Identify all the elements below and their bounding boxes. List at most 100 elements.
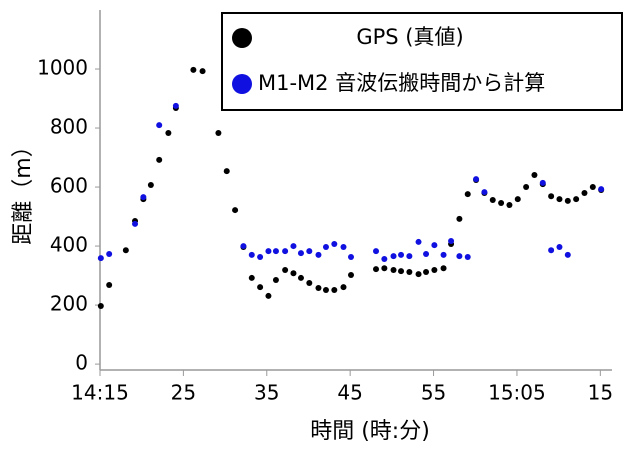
point <box>573 196 580 203</box>
x-tick-label: 35 <box>254 381 279 405</box>
point <box>257 253 264 260</box>
y-axis-label: 距離（m） <box>11 135 36 244</box>
point <box>122 247 129 254</box>
legend-label: GPS (真値) <box>356 25 463 49</box>
point <box>373 266 380 273</box>
point <box>290 243 297 250</box>
point <box>331 287 338 294</box>
point <box>489 197 496 204</box>
x-tick-label: 55 <box>421 381 446 405</box>
point <box>306 248 313 255</box>
point <box>272 277 279 283</box>
point <box>340 284 347 291</box>
point <box>423 269 430 276</box>
point <box>322 287 329 294</box>
point <box>440 265 447 272</box>
point <box>456 215 463 222</box>
point <box>257 284 264 291</box>
point <box>232 207 239 214</box>
x-tick-label: 14:15 <box>71 381 129 405</box>
point <box>248 251 255 258</box>
point <box>398 251 405 258</box>
legend-label: M1-M2 音波伝搬時間から計算 <box>258 71 545 95</box>
point <box>564 251 571 258</box>
point <box>297 274 304 281</box>
point <box>156 156 163 163</box>
point <box>340 243 347 250</box>
point <box>431 242 438 249</box>
point <box>140 194 147 201</box>
point <box>347 253 354 260</box>
point <box>306 279 313 286</box>
point <box>598 186 605 193</box>
point <box>415 238 422 245</box>
point <box>265 248 272 255</box>
point <box>373 248 380 255</box>
point <box>132 220 139 227</box>
point <box>581 189 588 196</box>
point <box>156 122 163 129</box>
point <box>248 274 255 281</box>
point <box>315 284 322 291</box>
y-tick-label: 200 <box>50 292 88 316</box>
point <box>531 171 538 178</box>
legend-box <box>221 12 623 111</box>
point <box>589 184 596 191</box>
point <box>406 253 413 260</box>
point <box>564 197 571 204</box>
point <box>381 256 388 263</box>
point <box>190 66 197 73</box>
point <box>390 253 397 260</box>
point <box>265 292 272 299</box>
point <box>199 68 206 75</box>
point <box>97 302 104 309</box>
point <box>347 271 354 278</box>
point <box>398 268 405 275</box>
point <box>523 184 530 191</box>
point <box>498 199 505 206</box>
point <box>556 243 563 250</box>
point <box>147 181 154 188</box>
point <box>448 238 455 245</box>
point <box>464 253 471 260</box>
point <box>172 102 179 109</box>
y-tick-label: 0 <box>75 351 88 375</box>
point <box>548 193 555 200</box>
point <box>290 270 297 277</box>
point <box>240 243 247 250</box>
y-tick-label: 800 <box>50 115 88 139</box>
point <box>215 130 222 137</box>
y-tick-label: 1000 <box>37 56 88 80</box>
point <box>106 251 113 258</box>
point <box>514 196 521 203</box>
point <box>464 191 471 198</box>
y-tick-label: 400 <box>50 233 88 257</box>
point <box>390 266 397 273</box>
legend-marker <box>232 28 252 48</box>
point <box>556 196 563 203</box>
point <box>548 247 555 254</box>
y-tick-label: 600 <box>50 174 88 198</box>
point <box>106 282 113 289</box>
x-axis-label: 時間 (時:分) <box>310 419 430 444</box>
point <box>481 189 488 196</box>
point <box>272 248 279 255</box>
x-tick-label: 45 <box>337 381 362 405</box>
point <box>456 253 463 260</box>
point <box>506 202 513 209</box>
point <box>381 265 388 272</box>
x-tick-label: 15 <box>588 381 613 405</box>
x-tick-label: 25 <box>171 381 196 405</box>
point <box>473 176 480 183</box>
legend-marker <box>232 74 252 94</box>
point <box>423 251 430 258</box>
point <box>406 269 413 276</box>
point <box>440 251 447 258</box>
x-tick-label: 15:05 <box>488 381 546 405</box>
point <box>322 243 329 250</box>
point <box>223 168 230 175</box>
point <box>415 271 422 278</box>
point <box>282 266 289 273</box>
point <box>282 248 289 255</box>
